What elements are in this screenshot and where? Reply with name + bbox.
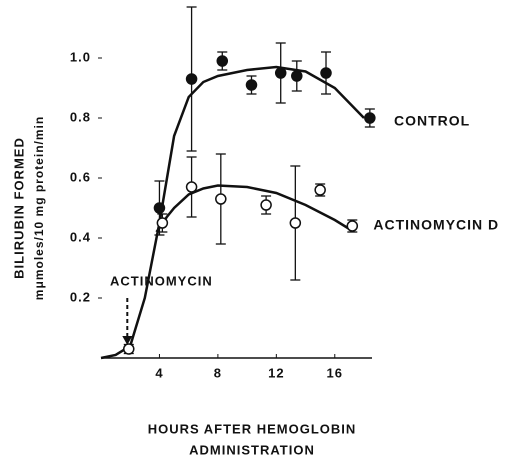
marker [216,55,229,67]
data-point [156,213,169,233]
x-axis-label: ADMINISTRATION [189,442,315,457]
data-point [185,6,198,152]
y-tick-label: 1.0 [70,49,91,64]
data-point [289,165,302,281]
marker [153,202,166,214]
data-point [245,75,258,95]
data-point [346,219,359,233]
marker [320,67,332,79]
x-tick-label: 16 [327,365,343,380]
marker [260,199,272,211]
y-tick-label: 0.8 [70,109,91,124]
data-point [215,153,227,245]
data-point [123,343,135,355]
data-point [320,51,332,95]
y-tick-label: 0.4 [70,229,91,244]
y-tick-label: 0.2 [70,289,91,304]
annotation: ACTINOMYCIN [110,273,213,288]
fit-curve [100,65,365,360]
x-tick-label: 8 [214,365,222,380]
marker [314,184,326,196]
data-point [260,195,272,215]
marker [123,343,135,355]
series-label: ACTINOMYCIN D [373,217,499,233]
fit-curve [155,184,351,233]
marker [291,70,303,82]
marker [185,73,198,85]
x-tick-label: 4 [155,365,163,380]
series-label: CONTROL [394,113,470,129]
marker [215,193,227,205]
x-tick-label: 12 [268,365,284,380]
y-tick-label: 0.6 [70,169,91,184]
y-axis-label: BILIRUBIN FORMED [11,137,26,279]
data-point [274,42,287,104]
marker [185,181,198,193]
data-point [216,51,229,71]
marker [245,79,258,91]
data-point [185,156,198,218]
data-point [291,60,303,92]
x-axis-label: HOURS AFTER HEMOGLOBIN [148,421,357,436]
arrow-head [122,336,133,345]
data-point [364,108,376,128]
marker [364,112,376,124]
marker [346,220,359,232]
marker [156,217,169,229]
marker [289,217,302,229]
y-axis-label: mμmoles/10 mg protein/min [32,116,46,300]
data-point [314,183,326,197]
marker [274,67,287,79]
